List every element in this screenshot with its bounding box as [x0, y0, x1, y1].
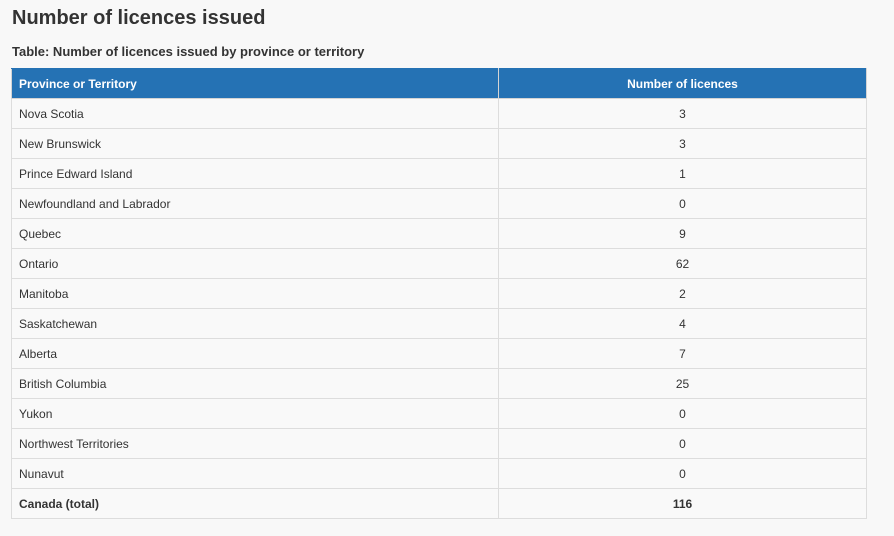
table-row: British Columbia 25 — [11, 368, 867, 399]
province-cell: British Columbia — [11, 368, 499, 399]
count-cell: 3 — [498, 128, 867, 159]
page-title: Number of licences issued — [12, 7, 266, 29]
table-body: Nova Scotia 3 New Brunswick 3 Prince Edw… — [11, 98, 867, 519]
province-cell: Nunavut — [11, 458, 499, 489]
table-row: Manitoba 2 — [11, 278, 867, 309]
province-cell: Newfoundland and Labrador — [11, 188, 499, 219]
column-header-province: Province or Territory — [11, 68, 499, 99]
count-cell: 9 — [498, 218, 867, 249]
total-count-cell: 116 — [498, 488, 867, 519]
count-cell: 0 — [498, 188, 867, 219]
total-row: Canada (total) 116 — [11, 488, 867, 519]
count-cell: 0 — [498, 398, 867, 429]
table-row: Newfoundland and Labrador 0 — [11, 188, 867, 219]
count-cell: 0 — [498, 458, 867, 489]
count-cell: 7 — [498, 338, 867, 369]
count-cell: 4 — [498, 308, 867, 339]
province-cell: Alberta — [11, 338, 499, 369]
table-row: Saskatchewan 4 — [11, 308, 867, 339]
table-row: Nunavut 0 — [11, 458, 867, 489]
province-cell: Quebec — [11, 218, 499, 249]
column-header-count: Number of licences — [498, 68, 867, 99]
table-row: Quebec 9 — [11, 218, 867, 249]
province-cell: Saskatchewan — [11, 308, 499, 339]
count-cell: 1 — [498, 158, 867, 189]
table-row: Yukon 0 — [11, 398, 867, 429]
province-cell: New Brunswick — [11, 128, 499, 159]
table-row: Nova Scotia 3 — [11, 98, 867, 129]
table-row: Alberta 7 — [11, 338, 867, 369]
count-cell: 3 — [498, 98, 867, 129]
table-row: Northwest Territories 0 — [11, 428, 867, 459]
province-cell: Prince Edward Island — [11, 158, 499, 189]
province-cell: Northwest Territories — [11, 428, 499, 459]
count-cell: 25 — [498, 368, 867, 399]
table-caption: Table: Number of licences issued by prov… — [12, 44, 365, 59]
count-cell: 62 — [498, 248, 867, 279]
province-cell: Ontario — [11, 248, 499, 279]
table-row: Ontario 62 — [11, 248, 867, 279]
province-cell: Manitoba — [11, 278, 499, 309]
count-cell: 2 — [498, 278, 867, 309]
total-label-cell: Canada (total) — [11, 488, 499, 519]
table-row: New Brunswick 3 — [11, 128, 867, 159]
licences-table: Province or Territory Number of licences… — [11, 68, 867, 519]
province-cell: Nova Scotia — [11, 98, 499, 129]
count-cell: 0 — [498, 428, 867, 459]
table-row: Prince Edward Island 1 — [11, 158, 867, 189]
table-header-row: Province or Territory Number of licences — [11, 68, 867, 99]
province-cell: Yukon — [11, 398, 499, 429]
